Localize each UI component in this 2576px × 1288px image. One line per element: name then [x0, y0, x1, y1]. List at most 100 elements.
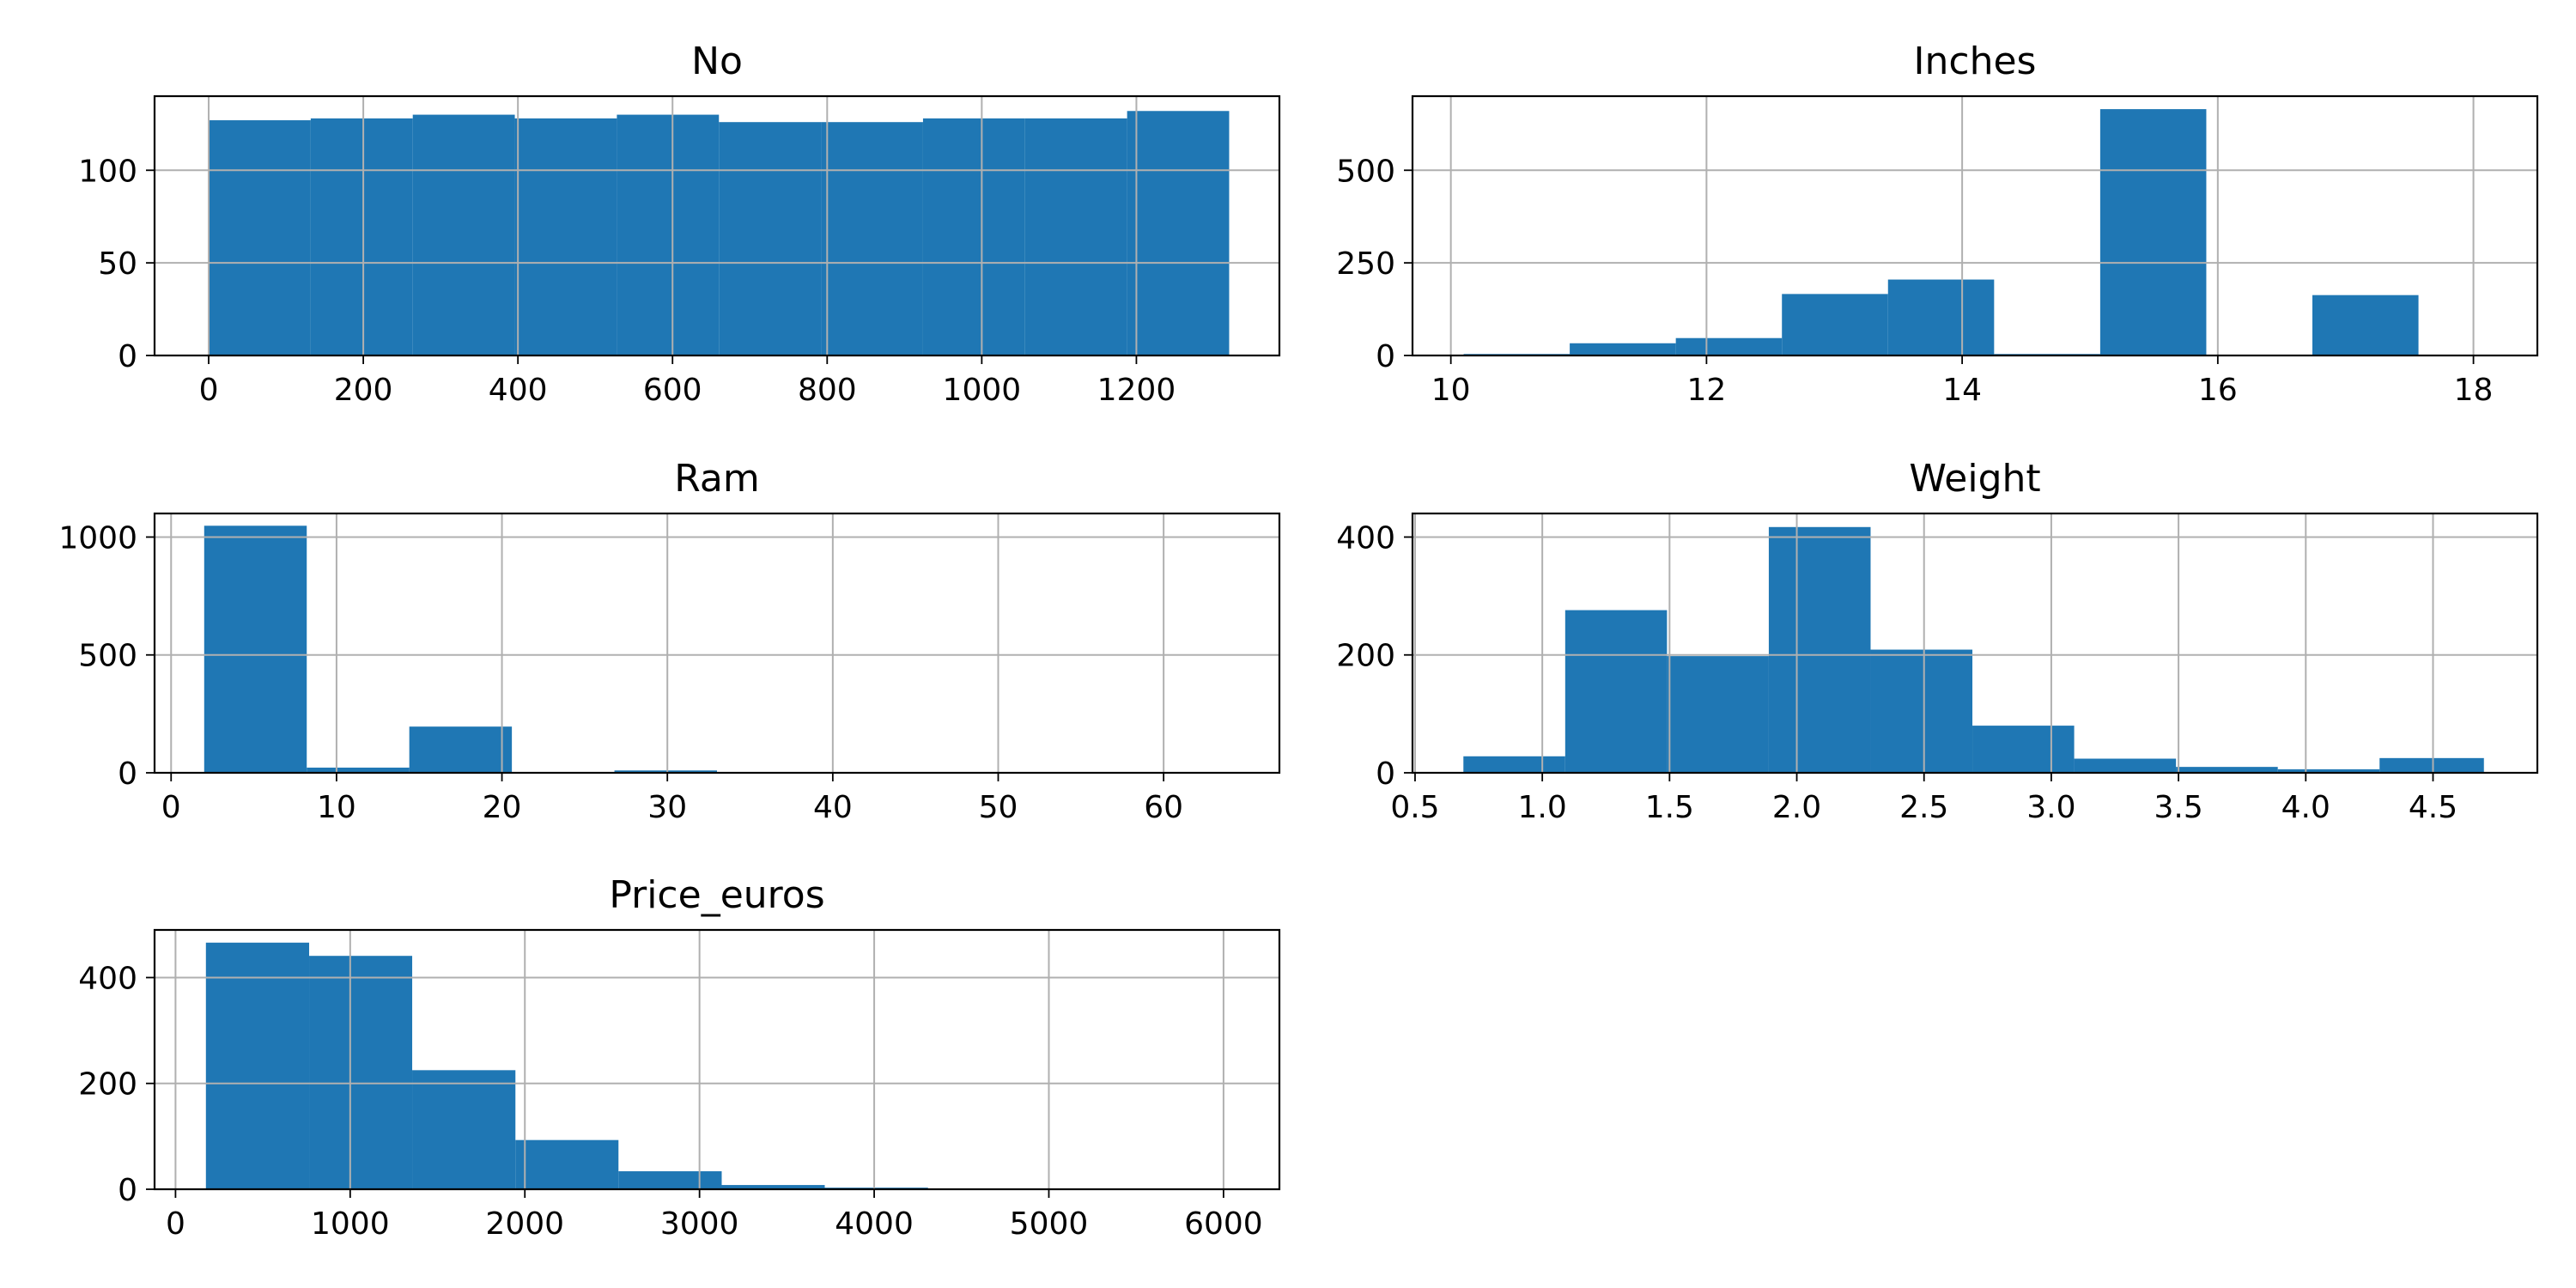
weight-x-tick-label: 3.0	[2026, 790, 2075, 825]
no-histogram: 0 200 400 600 800 1000 1200 0 50 100 No	[78, 39, 1281, 408]
price-euros-x-tick-label: 0	[166, 1206, 185, 1242]
weight-bar-0	[1463, 756, 1565, 773]
inches-x-tick-label: 16	[2198, 373, 2238, 408]
price-euros-chart-title: Price_euros	[609, 873, 824, 917]
weight-bar-8	[2277, 769, 2380, 773]
weight-x-tick-label: 4.5	[2409, 790, 2458, 825]
weight-x-tick-label: 2.0	[1772, 790, 1821, 825]
price-euros-y-tick-label: 400	[78, 961, 137, 996]
no-bar-8	[1024, 118, 1127, 355]
no-x-tick-label: 200	[334, 373, 393, 408]
ram-bar-1	[307, 767, 410, 773]
price-euros-histogram: 0 1000 2000 3000 4000 5000 6000 0 200 400 Price_eu…	[78, 873, 1281, 1242]
inches-axes-frame	[1411, 94, 2539, 357]
weight-bar-7	[2176, 767, 2278, 773]
inches-bar-4	[1887, 279, 1995, 355]
inches-x-tick-label: 10	[1431, 373, 1471, 408]
price-euros-y-tick-label: 0	[118, 1173, 137, 1208]
no-y-tick-label: 50	[98, 246, 137, 282]
weight-y-tick-label: 0	[1376, 756, 1395, 792]
weight-bar-5	[1972, 726, 2075, 773]
weight-bar-3	[1768, 526, 1871, 773]
weight-bar-1	[1564, 610, 1668, 773]
no-chart-title: No	[691, 39, 743, 83]
no-y-tick-label: 0	[118, 339, 137, 374]
no-bar-5	[719, 122, 822, 355]
no-bar-1	[310, 118, 413, 355]
ram-x-tick-label: 0	[161, 790, 181, 825]
price-euros-axes-frame	[153, 928, 1281, 1191]
inches-bar-3	[1782, 294, 1888, 355]
ram-chart-title: Ram	[674, 457, 759, 501]
ram-x-tick-label: 60	[1144, 790, 1183, 825]
price-euros-x-tick-label: 1000	[311, 1206, 390, 1242]
weight-axes-frame	[1411, 512, 2539, 775]
ram-y-tick-label: 0	[118, 756, 137, 792]
no-bar-6	[821, 122, 923, 355]
ram-bar-4	[614, 770, 717, 773]
inches-x-tick-label: 14	[1942, 373, 1982, 408]
price-euros-x-tick-label: 2000	[485, 1206, 564, 1242]
no-x-tick-label: 800	[798, 373, 857, 408]
weight-x-tick-label: 2.5	[1899, 790, 1948, 825]
inches-y-tick-label: 250	[1336, 246, 1395, 282]
no-bar-0	[209, 120, 311, 356]
no-axes-frame	[153, 94, 1281, 357]
weight-bar-9	[2379, 757, 2484, 773]
no-x-tick-label: 600	[643, 373, 702, 408]
weight-histogram: 0.5 1.0 1.5 2.0 2.5 3.0 3.5 4.0 4.5 0 200 400 Weight	[1336, 457, 2539, 825]
price-euros-bar-0	[205, 942, 310, 1189]
ram-histogram: 0 10 20 30 40 50 60 0 500 1000 Ram	[58, 457, 1281, 825]
price-euros-bar-5	[721, 1185, 825, 1189]
no-bar-7	[922, 118, 1025, 355]
no-y-tick-label: 100	[78, 154, 137, 189]
inches-bar-1	[1570, 343, 1676, 355]
no-bar-4	[617, 114, 720, 356]
inches-x-tick-label: 12	[1686, 373, 1726, 408]
no-x-tick-label: 1200	[1097, 373, 1176, 408]
inches-histogram: 10 12 14 16 18 0 250 500 Inches	[1336, 39, 2539, 408]
inches-bar-8	[2312, 295, 2419, 355]
price-euros-x-tick-label: 3000	[660, 1206, 739, 1242]
weight-bar-6	[2074, 758, 2177, 773]
price-euros-bar-1	[309, 956, 413, 1189]
weight-y-tick-label: 200	[1336, 639, 1395, 674]
no-x-tick-label: 400	[489, 373, 548, 408]
inches-y-tick-label: 500	[1336, 154, 1395, 189]
ram-axes-frame	[153, 512, 1281, 775]
no-x-tick-label: 1000	[943, 373, 1022, 408]
price-euros-bar-2	[412, 1070, 516, 1189]
weight-x-tick-label: 1.0	[1518, 790, 1567, 825]
no-bar-3	[514, 118, 617, 355]
ram-bar-2	[409, 726, 513, 773]
price-euros-x-tick-label: 6000	[1184, 1206, 1263, 1242]
no-bar-9	[1127, 111, 1230, 355]
price-euros-bar-3	[515, 1139, 619, 1189]
price-euros-x-tick-label: 4000	[835, 1206, 914, 1242]
ram-x-tick-label: 10	[317, 790, 356, 825]
price-euros-bar-4	[618, 1171, 722, 1189]
price-euros-x-tick-label: 5000	[1010, 1206, 1089, 1242]
weight-chart-title: Weight	[1909, 457, 2040, 501]
ram-y-tick-label: 1000	[58, 520, 137, 556]
weight-bar-4	[1870, 649, 1973, 773]
ram-bar-0	[204, 526, 307, 773]
inches-x-tick-label: 18	[2454, 373, 2494, 408]
weight-x-tick-label: 4.0	[2281, 790, 2330, 825]
no-bar-2	[412, 114, 515, 356]
inches-y-tick-label: 0	[1376, 339, 1395, 374]
weight-y-tick-label: 400	[1336, 520, 1395, 556]
inches-chart-title: Inches	[1914, 39, 2037, 83]
ram-x-tick-label: 40	[813, 790, 853, 825]
weight-x-tick-label: 0.5	[1390, 790, 1439, 825]
ram-x-tick-label: 50	[979, 790, 1018, 825]
inches-bar-2	[1675, 337, 1783, 355]
ram-x-tick-label: 30	[647, 790, 687, 825]
ram-x-tick-label: 20	[483, 790, 522, 825]
inches-bar-6	[2099, 109, 2207, 355]
weight-bar-2	[1667, 656, 1769, 773]
no-x-tick-label: 0	[199, 373, 219, 408]
price-euros-y-tick-label: 200	[78, 1067, 137, 1103]
weight-x-tick-label: 1.5	[1645, 790, 1694, 825]
